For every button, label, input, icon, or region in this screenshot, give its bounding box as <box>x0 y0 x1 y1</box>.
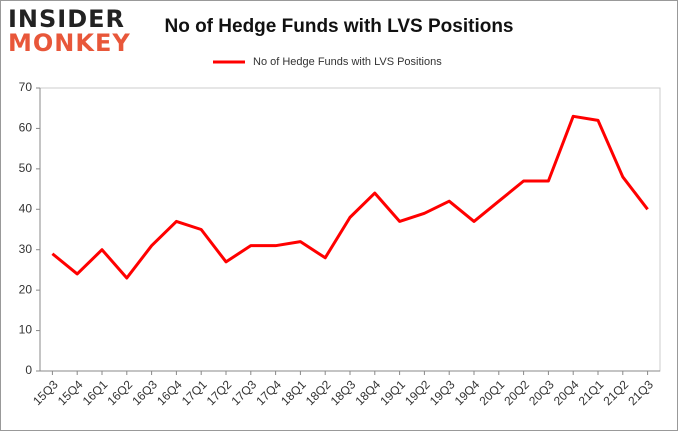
y-tick-label: 60 <box>19 121 33 135</box>
chart-title: No of Hedge Funds with LVS Positions <box>164 16 513 37</box>
y-tick-label: 0 <box>25 363 32 377</box>
y-tick-label: 50 <box>19 161 33 175</box>
y-tick-label: 20 <box>19 282 33 296</box>
logo-line2: MONKEY <box>8 29 131 57</box>
logo-line1: INSIDER <box>8 5 125 33</box>
y-tick-label: 10 <box>19 323 33 337</box>
y-tick-label: 70 <box>19 80 33 94</box>
data-line <box>51 114 649 280</box>
legend-label: No of Hedge Funds with LVS Positions <box>253 56 442 68</box>
y-tick-label: 40 <box>19 201 33 215</box>
y-tick-label: 30 <box>19 242 33 256</box>
